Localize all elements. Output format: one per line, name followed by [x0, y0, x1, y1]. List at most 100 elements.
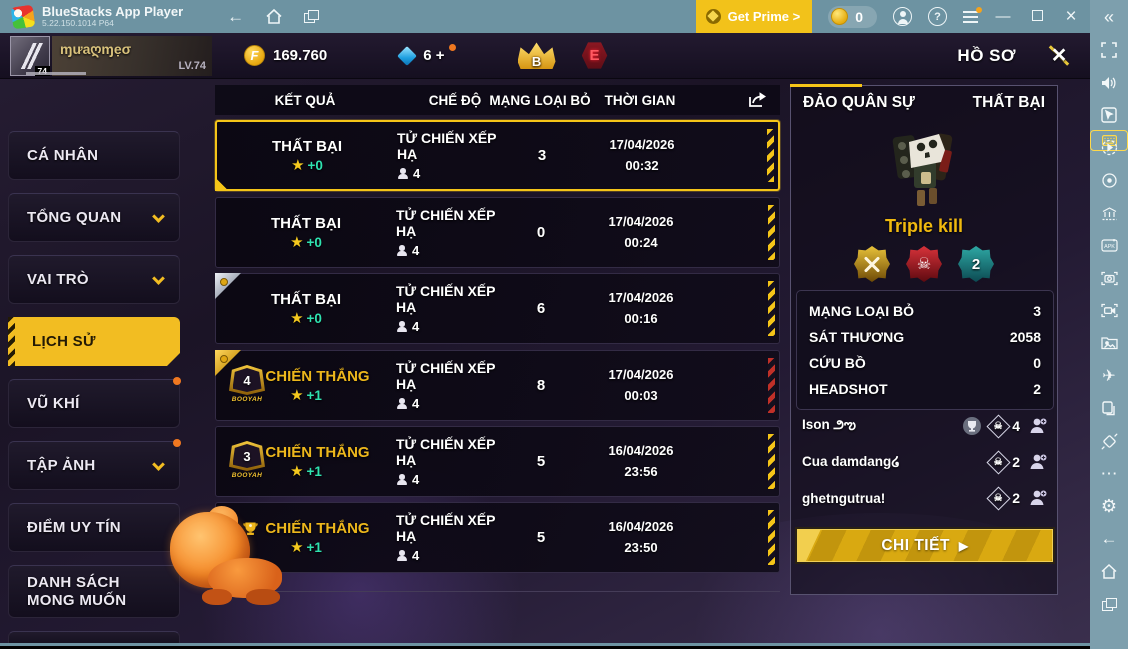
column-time: THỜI GIAN	[604, 92, 676, 108]
diamond-currency[interactable]: 6 +	[359, 44, 457, 66]
gold-currency[interactable]: F 169.760	[244, 45, 327, 66]
teammates-list: Ison ౨ఌ ☠ 4 Cua damdang໒ ☠ 2	[796, 408, 1054, 516]
sidebar-item-lich-su[interactable]: LỊCH SỬ	[8, 317, 180, 366]
minimize-button[interactable]: —	[995, 8, 1011, 25]
match-stats: MẠNG LOẠI BỎ 3 SÁT THƯƠNG 2058 CỨU BỒ 0 HEA…	[796, 290, 1054, 410]
recent-apps-icon[interactable]	[304, 10, 320, 23]
sidebar-item-ca-nhan[interactable]: CÁ NHÂN	[8, 131, 180, 180]
match-row-2[interactable]: THẤT BẠI ★ +0 TỬ CHIẾN XẾP HẠ 4 0 17/04/2…	[215, 197, 780, 268]
stat-row: HEADSHOT 2	[809, 381, 1041, 397]
rank-crown-badge-icon: B	[517, 42, 556, 69]
app-title: BlueStacks App Player	[42, 4, 184, 20]
menu-notification-dot	[976, 6, 982, 13]
media-manager-icon[interactable]	[1099, 333, 1120, 354]
history-range-tab[interactable]: 11 NGÀY	[213, 573, 273, 593]
gold-amount: 169.760	[273, 47, 328, 64]
match-row-5[interactable]: 3 BOOYAH CHIẾN THẮNG ★ +1 TỬ CHIẾN XẾP HẠ…	[215, 426, 780, 497]
account-icon[interactable]	[893, 7, 912, 26]
stat-row: SÁT THƯƠNG 2058	[809, 329, 1041, 345]
match-row-6[interactable]: CHIẾN THẮNG ★ +1 TỬ CHIẾN XẾP HẠ 4 5 16/0…	[215, 502, 780, 573]
column-mode: CHẾ ĐỘ	[428, 92, 482, 108]
kills-skull-icon: ☠	[986, 485, 1011, 511]
home-icon[interactable]	[266, 8, 282, 24]
share-icon[interactable]	[747, 90, 768, 111]
window-bottom-edge	[0, 643, 1090, 646]
match-row-3[interactable]: THẤT BẠI ★ +0 TỬ CHIẾN XẾP HẠ 4 6 17/04/2…	[215, 273, 780, 344]
kills-skull-icon: ☠	[986, 413, 1011, 439]
airplane-mode-icon[interactable]: ✈	[1102, 368, 1116, 386]
match-row-4[interactable]: 4 BOOYAH CHIẾN THẮNG ★ +1 TỬ CHIẾN XẾP HẠ…	[215, 350, 780, 421]
help-icon[interactable]: ?	[928, 7, 947, 26]
hazard-stripe	[767, 129, 774, 182]
teammate-row: Cua damdang໒ ☠ 2	[796, 444, 1054, 480]
star-icon: ★	[290, 234, 304, 251]
elite-pass-badge-icon: E	[581, 42, 608, 69]
match-row-1[interactable]: THẤT BẠI ★ +0 TỬ CHIẾN XẾP HẠ 4 3 17/04/2…	[215, 120, 780, 191]
teammate-row: ghetngutrua! ☠ 2	[796, 480, 1054, 516]
player-banner[interactable]: ɱưaღɱẹσ LV.74	[26, 35, 212, 76]
gold-weapon-medal-icon	[854, 246, 890, 282]
sidebar-item-vu-khi[interactable]: VŨ KHÍ	[8, 377, 181, 428]
squad-icon	[396, 474, 407, 485]
screenshot-icon[interactable]	[1099, 268, 1120, 289]
screen-recorder-icon[interactable]	[1099, 300, 1120, 321]
add-friend-icon[interactable]	[1028, 452, 1048, 472]
coin-balance[interactable]: 0	[828, 5, 877, 28]
xp-bar	[26, 71, 86, 75]
android-recents-icon[interactable]	[1099, 594, 1120, 615]
android-home-icon[interactable]	[1099, 561, 1120, 582]
app-version: 5.22.150.1014 P64	[42, 17, 114, 28]
install-apk-icon[interactable]: APK	[1099, 235, 1120, 256]
back-icon[interactable]: ←	[227, 6, 245, 26]
match-result: THẤT BẠI	[972, 94, 1045, 111]
booyah-streak-badge: 3 BOOYAH	[228, 441, 266, 479]
sidebar-item-partial[interactable]	[8, 631, 180, 646]
get-prime-label: Get Prime >	[727, 8, 801, 24]
page-title: HỒ SƠ	[957, 45, 1016, 65]
teammate-name: Cua damdang໒	[802, 454, 900, 469]
star-icon: ★	[290, 387, 304, 404]
add-friend-icon[interactable]	[1028, 488, 1048, 508]
sidebar-item-tap-anh[interactable]: TẬP ẢNH	[8, 439, 181, 490]
sidebar-item-vai-tro[interactable]: VAI TRÒ	[8, 255, 180, 304]
app-identity: BlueStacks App Player 5.22.150.1014 P64	[42, 5, 183, 28]
game-screen: 74 ɱưaღɱẹσ LV.74 F 169.760 6 + B E HỒ SƠ…	[0, 33, 1090, 646]
bank-macros-icon[interactable]	[1099, 203, 1120, 224]
detail-button[interactable]: CHI TIẾT ▶	[795, 527, 1055, 564]
sidebar-item-danh-sach-mong-muon[interactable]: DANH SÁCH MONG MUỐN	[8, 565, 180, 618]
profile-close-button[interactable]: ×	[1044, 41, 1074, 71]
table-divider	[215, 591, 780, 592]
titlebar: BlueStacks App Player 5.22.150.1014 P64 …	[0, 0, 1090, 33]
menu-icon[interactable]	[963, 6, 982, 23]
maximize-button[interactable]	[1028, 8, 1046, 25]
volume-icon[interactable]	[1099, 72, 1120, 93]
add-friend-icon[interactable]	[1028, 416, 1048, 436]
avatar[interactable]: 74	[10, 35, 50, 76]
close-button[interactable]: ×	[1065, 5, 1077, 27]
aim-control-icon[interactable]	[1099, 170, 1120, 191]
mvp-trophy-badge-icon	[963, 417, 982, 435]
stat-row: MẠNG LOẠI BỎ 3	[809, 303, 1041, 319]
get-prime-button[interactable]: Get Prime >	[695, 0, 813, 33]
match-highlight: Triple kill	[884, 216, 964, 236]
game-header: 74 ɱưaღɱẹσ LV.74 F 169.760 6 + B E HỒ SƠ…	[0, 33, 1090, 79]
settings-gear-icon[interactable]: ⚙	[1100, 495, 1118, 516]
teammate-kills: 4	[1012, 418, 1020, 434]
multi-instance-icon[interactable]	[1099, 398, 1120, 419]
more-options-icon[interactable]: ⋯	[1100, 463, 1118, 483]
squad-icon	[396, 550, 407, 561]
coin-icon	[831, 8, 849, 25]
collapse-toolbar-icon[interactable]: «	[1103, 7, 1114, 27]
android-back-icon[interactable]: ←	[1100, 529, 1118, 548]
gold-coin-icon: F	[244, 45, 265, 66]
sidebar-item-tong-quan[interactable]: TỔNG QUAN	[8, 193, 180, 242]
fullscreen-icon[interactable]	[1099, 40, 1120, 61]
notification-dot	[173, 377, 181, 385]
rotate-screen-icon[interactable]	[1099, 431, 1120, 452]
hazard-stripe	[768, 281, 775, 336]
sidebar-item-diem-uy-tin[interactable]: ĐIỂM UY TÍN	[8, 503, 180, 552]
squad-icon	[396, 245, 407, 256]
macro-recorder-icon[interactable]	[1099, 137, 1120, 158]
cursor-mode-icon[interactable]	[1099, 105, 1120, 126]
